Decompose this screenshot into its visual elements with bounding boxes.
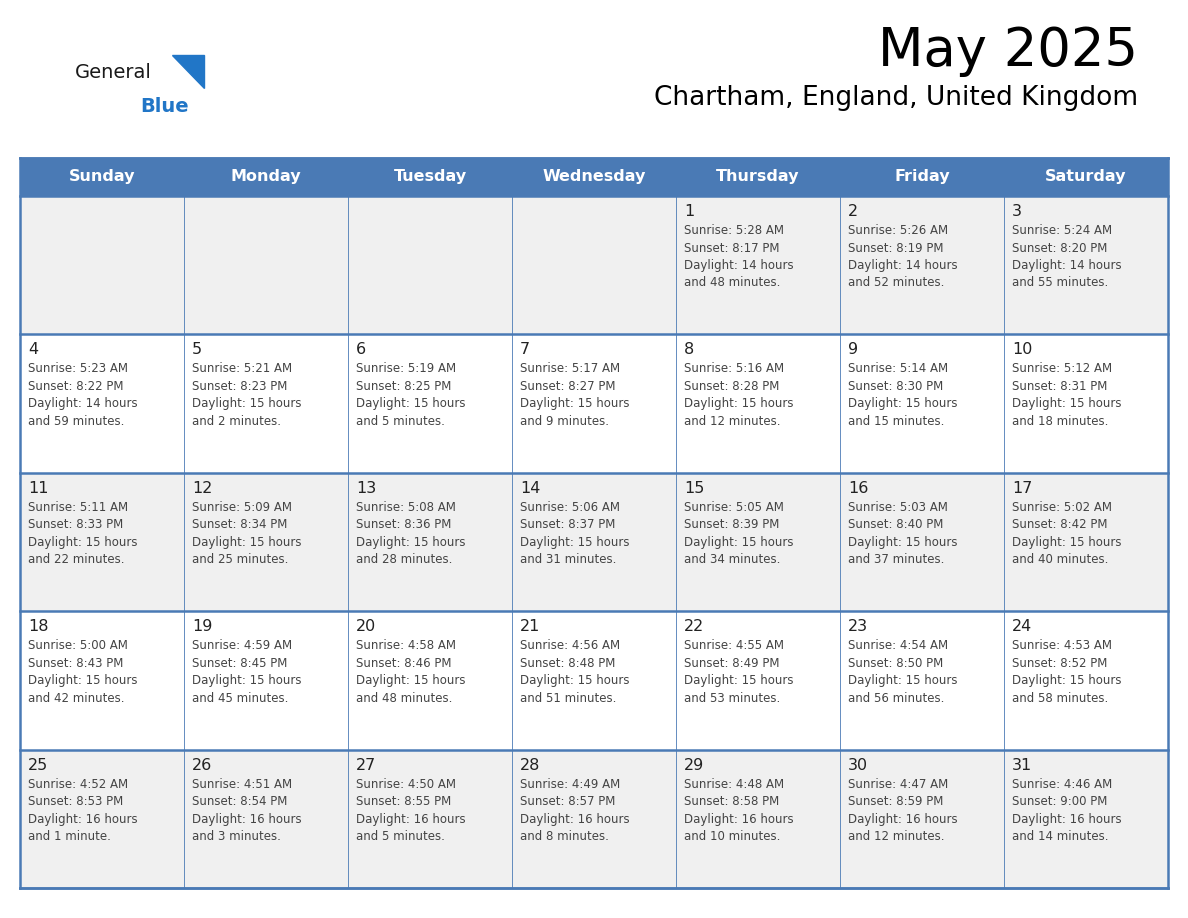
Text: Sunrise: 4:56 AM
Sunset: 8:48 PM
Daylight: 15 hours
and 51 minutes.: Sunrise: 4:56 AM Sunset: 8:48 PM Dayligh… bbox=[520, 639, 630, 705]
Text: Sunrise: 5:26 AM
Sunset: 8:19 PM
Daylight: 14 hours
and 52 minutes.: Sunrise: 5:26 AM Sunset: 8:19 PM Dayligh… bbox=[848, 224, 958, 289]
Text: 14: 14 bbox=[520, 481, 541, 496]
Text: Sunrise: 5:05 AM
Sunset: 8:39 PM
Daylight: 15 hours
and 34 minutes.: Sunrise: 5:05 AM Sunset: 8:39 PM Dayligh… bbox=[684, 501, 794, 566]
Text: Sunrise: 5:08 AM
Sunset: 8:36 PM
Daylight: 15 hours
and 28 minutes.: Sunrise: 5:08 AM Sunset: 8:36 PM Dayligh… bbox=[356, 501, 466, 566]
Text: Sunrise: 5:02 AM
Sunset: 8:42 PM
Daylight: 15 hours
and 40 minutes.: Sunrise: 5:02 AM Sunset: 8:42 PM Dayligh… bbox=[1012, 501, 1121, 566]
Text: Blue: Blue bbox=[140, 97, 189, 116]
Polygon shape bbox=[172, 55, 204, 88]
Text: Monday: Monday bbox=[230, 170, 302, 185]
Text: Sunrise: 5:17 AM
Sunset: 8:27 PM
Daylight: 15 hours
and 9 minutes.: Sunrise: 5:17 AM Sunset: 8:27 PM Dayligh… bbox=[520, 363, 630, 428]
Text: Sunrise: 4:48 AM
Sunset: 8:58 PM
Daylight: 16 hours
and 10 minutes.: Sunrise: 4:48 AM Sunset: 8:58 PM Dayligh… bbox=[684, 778, 794, 843]
Text: 16: 16 bbox=[848, 481, 868, 496]
Text: Sunrise: 5:14 AM
Sunset: 8:30 PM
Daylight: 15 hours
and 15 minutes.: Sunrise: 5:14 AM Sunset: 8:30 PM Dayligh… bbox=[848, 363, 958, 428]
Text: Sunrise: 4:58 AM
Sunset: 8:46 PM
Daylight: 15 hours
and 48 minutes.: Sunrise: 4:58 AM Sunset: 8:46 PM Dayligh… bbox=[356, 639, 466, 705]
Text: 26: 26 bbox=[192, 757, 213, 773]
Text: 6: 6 bbox=[356, 342, 366, 357]
Text: Sunrise: 5:19 AM
Sunset: 8:25 PM
Daylight: 15 hours
and 5 minutes.: Sunrise: 5:19 AM Sunset: 8:25 PM Dayligh… bbox=[356, 363, 466, 428]
Text: Wednesday: Wednesday bbox=[542, 170, 646, 185]
Text: Sunrise: 5:06 AM
Sunset: 8:37 PM
Daylight: 15 hours
and 31 minutes.: Sunrise: 5:06 AM Sunset: 8:37 PM Dayligh… bbox=[520, 501, 630, 566]
Text: Sunrise: 4:54 AM
Sunset: 8:50 PM
Daylight: 15 hours
and 56 minutes.: Sunrise: 4:54 AM Sunset: 8:50 PM Dayligh… bbox=[848, 639, 958, 705]
Text: May 2025: May 2025 bbox=[878, 25, 1138, 77]
Text: Sunrise: 4:53 AM
Sunset: 8:52 PM
Daylight: 15 hours
and 58 minutes.: Sunrise: 4:53 AM Sunset: 8:52 PM Dayligh… bbox=[1012, 639, 1121, 705]
Text: 7: 7 bbox=[520, 342, 530, 357]
Text: 27: 27 bbox=[356, 757, 377, 773]
Text: 10: 10 bbox=[1012, 342, 1032, 357]
Text: Sunrise: 5:28 AM
Sunset: 8:17 PM
Daylight: 14 hours
and 48 minutes.: Sunrise: 5:28 AM Sunset: 8:17 PM Dayligh… bbox=[684, 224, 794, 289]
Text: Saturday: Saturday bbox=[1045, 170, 1126, 185]
Text: 24: 24 bbox=[1012, 620, 1032, 634]
Text: 9: 9 bbox=[848, 342, 858, 357]
Text: 1: 1 bbox=[684, 204, 694, 219]
Text: Sunrise: 4:52 AM
Sunset: 8:53 PM
Daylight: 16 hours
and 1 minute.: Sunrise: 4:52 AM Sunset: 8:53 PM Dayligh… bbox=[29, 778, 138, 843]
Text: Sunrise: 4:47 AM
Sunset: 8:59 PM
Daylight: 16 hours
and 12 minutes.: Sunrise: 4:47 AM Sunset: 8:59 PM Dayligh… bbox=[848, 778, 958, 843]
Text: Sunrise: 5:09 AM
Sunset: 8:34 PM
Daylight: 15 hours
and 25 minutes.: Sunrise: 5:09 AM Sunset: 8:34 PM Dayligh… bbox=[192, 501, 302, 566]
Text: 2: 2 bbox=[848, 204, 858, 219]
Text: 18: 18 bbox=[29, 620, 49, 634]
Text: Sunrise: 5:11 AM
Sunset: 8:33 PM
Daylight: 15 hours
and 22 minutes.: Sunrise: 5:11 AM Sunset: 8:33 PM Dayligh… bbox=[29, 501, 138, 566]
Text: 22: 22 bbox=[684, 620, 704, 634]
Text: 11: 11 bbox=[29, 481, 49, 496]
Text: 4: 4 bbox=[29, 342, 38, 357]
Text: Sunrise: 5:24 AM
Sunset: 8:20 PM
Daylight: 14 hours
and 55 minutes.: Sunrise: 5:24 AM Sunset: 8:20 PM Dayligh… bbox=[1012, 224, 1121, 289]
Text: 13: 13 bbox=[356, 481, 377, 496]
Text: Sunrise: 5:21 AM
Sunset: 8:23 PM
Daylight: 15 hours
and 2 minutes.: Sunrise: 5:21 AM Sunset: 8:23 PM Dayligh… bbox=[192, 363, 302, 428]
Text: Sunrise: 5:23 AM
Sunset: 8:22 PM
Daylight: 14 hours
and 59 minutes.: Sunrise: 5:23 AM Sunset: 8:22 PM Dayligh… bbox=[29, 363, 138, 428]
Bar bbox=[20, 334, 1168, 473]
Text: Sunday: Sunday bbox=[69, 170, 135, 185]
Text: 3: 3 bbox=[1012, 204, 1022, 219]
Text: 31: 31 bbox=[1012, 757, 1032, 773]
Text: Sunrise: 4:49 AM
Sunset: 8:57 PM
Daylight: 16 hours
and 8 minutes.: Sunrise: 4:49 AM Sunset: 8:57 PM Dayligh… bbox=[520, 778, 630, 843]
Text: Sunrise: 4:55 AM
Sunset: 8:49 PM
Daylight: 15 hours
and 53 minutes.: Sunrise: 4:55 AM Sunset: 8:49 PM Dayligh… bbox=[684, 639, 794, 705]
Bar bbox=[20, 611, 1168, 750]
Bar bbox=[20, 196, 1168, 334]
Text: 19: 19 bbox=[192, 620, 213, 634]
Text: Sunrise: 5:03 AM
Sunset: 8:40 PM
Daylight: 15 hours
and 37 minutes.: Sunrise: 5:03 AM Sunset: 8:40 PM Dayligh… bbox=[848, 501, 958, 566]
Bar bbox=[20, 750, 1168, 888]
Text: Sunrise: 4:50 AM
Sunset: 8:55 PM
Daylight: 16 hours
and 5 minutes.: Sunrise: 4:50 AM Sunset: 8:55 PM Dayligh… bbox=[356, 778, 466, 843]
Text: General: General bbox=[75, 63, 152, 82]
Text: 8: 8 bbox=[684, 342, 694, 357]
Text: Sunrise: 5:12 AM
Sunset: 8:31 PM
Daylight: 15 hours
and 18 minutes.: Sunrise: 5:12 AM Sunset: 8:31 PM Dayligh… bbox=[1012, 363, 1121, 428]
Text: 5: 5 bbox=[192, 342, 202, 357]
Text: Sunrise: 4:46 AM
Sunset: 9:00 PM
Daylight: 16 hours
and 14 minutes.: Sunrise: 4:46 AM Sunset: 9:00 PM Dayligh… bbox=[1012, 778, 1121, 843]
Text: 23: 23 bbox=[848, 620, 868, 634]
Text: Sunrise: 4:51 AM
Sunset: 8:54 PM
Daylight: 16 hours
and 3 minutes.: Sunrise: 4:51 AM Sunset: 8:54 PM Dayligh… bbox=[192, 778, 302, 843]
Text: Chartham, England, United Kingdom: Chartham, England, United Kingdom bbox=[653, 85, 1138, 111]
Text: 28: 28 bbox=[520, 757, 541, 773]
Text: 17: 17 bbox=[1012, 481, 1032, 496]
Text: 15: 15 bbox=[684, 481, 704, 496]
Text: 25: 25 bbox=[29, 757, 49, 773]
Text: 20: 20 bbox=[356, 620, 377, 634]
Text: 12: 12 bbox=[192, 481, 213, 496]
Text: Tuesday: Tuesday bbox=[393, 170, 467, 185]
Text: Thursday: Thursday bbox=[716, 170, 800, 185]
Text: Friday: Friday bbox=[895, 170, 950, 185]
Text: Sunrise: 4:59 AM
Sunset: 8:45 PM
Daylight: 15 hours
and 45 minutes.: Sunrise: 4:59 AM Sunset: 8:45 PM Dayligh… bbox=[192, 639, 302, 705]
Text: Sunrise: 5:00 AM
Sunset: 8:43 PM
Daylight: 15 hours
and 42 minutes.: Sunrise: 5:00 AM Sunset: 8:43 PM Dayligh… bbox=[29, 639, 138, 705]
Text: Sunrise: 5:16 AM
Sunset: 8:28 PM
Daylight: 15 hours
and 12 minutes.: Sunrise: 5:16 AM Sunset: 8:28 PM Dayligh… bbox=[684, 363, 794, 428]
Text: 29: 29 bbox=[684, 757, 704, 773]
Bar bbox=[20, 473, 1168, 611]
Text: 30: 30 bbox=[848, 757, 868, 773]
Bar bbox=[20, 158, 1168, 196]
Text: 21: 21 bbox=[520, 620, 541, 634]
